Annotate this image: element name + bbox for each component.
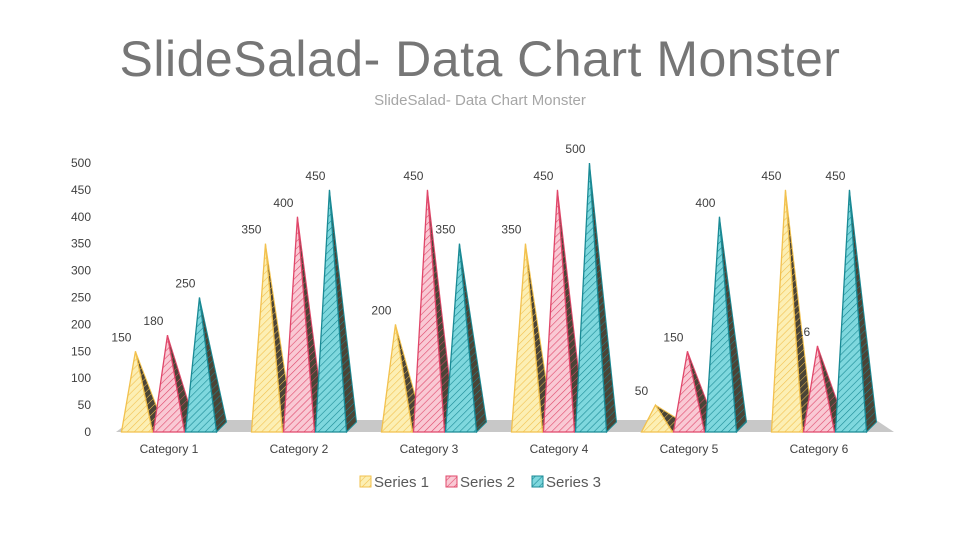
pyramid-front-face	[412, 189, 446, 433]
y-tick-label: 450	[71, 183, 91, 197]
data-label: 180	[143, 314, 163, 328]
data-label: 350	[435, 223, 455, 237]
data-label: 450	[403, 169, 423, 183]
data-label: 200	[371, 303, 391, 317]
y-tick-label: 0	[84, 425, 91, 439]
pyramid-bar[interactable]	[574, 162, 618, 434]
pyramid-bar[interactable]	[770, 189, 814, 434]
pyramid-bar[interactable]	[704, 216, 748, 434]
data-label: 350	[241, 223, 261, 237]
x-tick-label: Category 4	[530, 442, 589, 456]
x-axis: Category 1 Category 2 Category 3 Category 4…	[140, 442, 849, 456]
pyramid-front-face	[184, 297, 218, 433]
data-label: 350	[501, 223, 521, 237]
data-label: 450	[825, 169, 845, 183]
data-labels: 150 180 250 350 400 450 200 450 350 350 450 500 50 15…	[111, 142, 845, 398]
pyramid-front-face	[120, 351, 154, 433]
data-label: 450	[761, 169, 781, 183]
legend-item[interactable]: Series 1	[359, 474, 429, 491]
legend-label: Series 2	[460, 474, 515, 491]
y-tick-label: 100	[71, 371, 91, 385]
pyramid-bar[interactable]	[412, 189, 456, 434]
legend-label: Series 3	[546, 474, 601, 491]
x-tick-label: Category 1	[140, 442, 199, 456]
pyramid-bar[interactable]	[282, 216, 326, 434]
y-tick-label: 500	[71, 156, 91, 170]
data-label: 450	[305, 169, 325, 183]
pyramid-front-face	[704, 216, 738, 433]
y-tick-label: 400	[71, 210, 91, 224]
y-tick-label: 350	[71, 237, 91, 251]
pyramid-front-face	[770, 189, 804, 433]
y-tick-label: 50	[78, 398, 92, 412]
pyramid-bar[interactable]	[184, 297, 228, 434]
pyramid-bar[interactable]	[250, 243, 294, 434]
legend-swatch	[359, 475, 372, 488]
pyramid-front-face	[542, 189, 576, 433]
chart-subtitle: SlideSalad- Data Chart Monster	[374, 92, 586, 109]
data-label: 400	[695, 196, 715, 210]
legend-item[interactable]: Series 2	[445, 474, 515, 491]
pyramid-bar[interactable]	[834, 189, 878, 434]
legend-item[interactable]: Series 3	[531, 474, 601, 491]
legend[interactable]: Series 1 Series 2 Series 3	[359, 474, 601, 491]
pyramid-bar[interactable]	[314, 189, 358, 434]
y-tick-label: 300	[71, 264, 91, 278]
pyramid-front-face	[152, 335, 186, 433]
legend-swatch	[531, 475, 544, 488]
data-label: 400	[273, 196, 293, 210]
plot-area	[120, 162, 878, 434]
chart-title: SlideSalad- Data Chart Monster	[119, 31, 841, 87]
pyramid-front-face	[250, 243, 284, 433]
y-tick-label: 200	[71, 317, 91, 331]
data-label: 250	[175, 277, 195, 291]
y-axis: 0 50 100 150 200 250 300 350 400 450 500	[71, 156, 91, 439]
pyramid-front-face	[314, 189, 348, 433]
legend-label: Series 1	[374, 474, 429, 491]
x-tick-label: Category 2	[270, 442, 329, 456]
pyramid-front-face	[510, 243, 544, 433]
pyramid-front-face	[640, 403, 674, 433]
data-label: 150	[663, 330, 683, 344]
pyramid-front-face	[802, 345, 836, 433]
legend-swatch	[445, 475, 458, 488]
y-tick-label: 250	[71, 291, 91, 305]
data-label: 16	[797, 325, 811, 339]
y-tick-label: 150	[71, 344, 91, 358]
pyramid-front-face	[380, 324, 414, 433]
pyramid-front-face	[672, 351, 706, 433]
pyramid-bar[interactable]	[120, 351, 164, 434]
pyramid-front-face	[444, 243, 478, 433]
x-tick-label: Category 5	[660, 442, 719, 456]
data-label: 500	[565, 142, 585, 156]
data-label: 450	[533, 169, 553, 183]
pyramid-front-face	[834, 189, 868, 433]
x-tick-label: Category 6	[790, 442, 849, 456]
pyramid-front-face	[282, 216, 316, 433]
data-label: 50	[635, 384, 649, 398]
pyramid-bar[interactable]	[444, 243, 488, 434]
data-label: 150	[111, 330, 131, 344]
pyramid-front-face	[574, 162, 608, 433]
pyramid-bar[interactable]	[640, 403, 684, 433]
x-tick-label: Category 3	[400, 442, 459, 456]
